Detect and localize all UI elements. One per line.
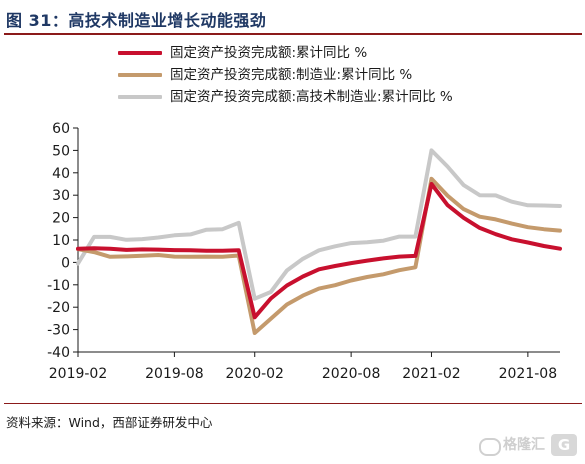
x-tick-label: 2019-08: [145, 366, 204, 382]
y-tick-label: 20: [52, 211, 70, 227]
axis-layer: 60 50 40 30 20 10 0 -10 -20 -30 -40 2019-02 2019-08 2…: [47, 121, 560, 382]
watermark: 格隆汇 G: [477, 428, 577, 462]
source-divider: [4, 403, 582, 404]
legend-label-hightech: 固定资产投资完成额:高技术制造业:累计同比 %: [170, 89, 453, 105]
y-tick-label: -20: [47, 300, 70, 316]
figure-title: 图 31：高技术制造业增长动能强劲: [6, 11, 267, 30]
legend-swatch-hightech: [118, 95, 162, 99]
watermark-text: 格隆汇: [503, 437, 545, 453]
y-tick-label: -30: [47, 323, 70, 339]
watermark-logo-icon: G: [551, 434, 577, 456]
title-divider: [4, 33, 582, 35]
y-tick-label: 50: [52, 143, 70, 159]
chat-bubble-icon: [479, 438, 501, 456]
x-tick-label: 2019-02: [49, 366, 108, 382]
x-tick-label: 2021-08: [499, 366, 558, 382]
source-note: 资料来源：Wind，西部证券研发中心: [6, 415, 213, 430]
x-tick-label: 2021-02: [402, 366, 461, 382]
legend-label-fai-total: 固定资产投资完成额:累计同比 %: [170, 45, 368, 61]
y-tick-label: 40: [52, 166, 70, 182]
x-tick-label: 2020-08: [322, 366, 381, 382]
series-line-hightech: [76, 148, 562, 301]
series-layer: [76, 148, 562, 335]
y-tick-label: 0: [61, 255, 70, 271]
legend-swatch-manufacturing: [118, 73, 162, 77]
figure-header: 图 31：高技术制造业增长动能强劲: [0, 0, 585, 34]
y-tick-label: 60: [52, 121, 70, 137]
legend-label-manufacturing: 固定资产投资完成额:制造业:累计同比 %: [170, 67, 413, 83]
series-line-manufacturing: [76, 176, 562, 335]
series-line-fai-total: [76, 182, 562, 320]
y-tick-label: -10: [47, 278, 70, 294]
y-tick-label: 30: [52, 188, 70, 204]
y-tick-label: 10: [52, 233, 70, 249]
legend-swatch-fai-total: [118, 51, 162, 55]
x-tick-label: 2020-02: [225, 366, 284, 382]
y-tick-label: -40: [47, 345, 70, 361]
